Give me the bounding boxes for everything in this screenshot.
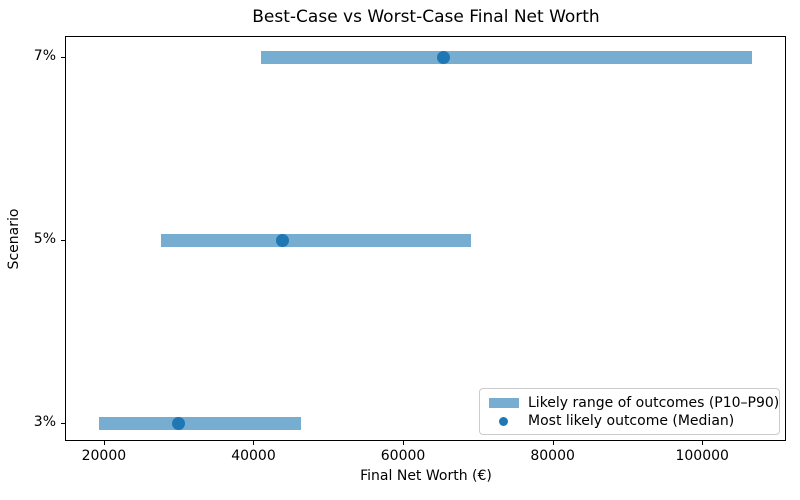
range-bar-7% [260, 50, 753, 64]
median-dot-7% [436, 50, 450, 64]
y-tick-mark [61, 240, 65, 241]
x-tick-mark [552, 441, 554, 445]
range-bar-glyph [489, 398, 519, 408]
y-tick-label: 5% [33, 231, 56, 247]
chart-title: Best-Case vs Worst-Case Final Net Worth [252, 7, 600, 27]
x-axis-label: Final Net Worth (€) [360, 468, 492, 484]
x-tick-label: 80000 [530, 448, 575, 464]
median-dot-3% [172, 416, 186, 430]
x-tick-mark [103, 441, 105, 445]
median-dot-5% [276, 233, 290, 247]
y-tick-label: 7% [33, 48, 56, 64]
legend-range-swatch-icon [489, 398, 519, 408]
x-tick-mark [253, 441, 255, 445]
legend-item-label: Likely range of outcomes (P10–P90) [528, 395, 780, 411]
legend-median-dot-icon [489, 416, 519, 426]
y-tick-label: 3% [33, 414, 56, 430]
legend: Likely range of outcomes (P10–P90) Most l… [479, 388, 780, 435]
x-tick-label: 40000 [231, 448, 276, 464]
legend-item: Likely range of outcomes (P10–P90) [489, 394, 779, 412]
y-tick-mark [61, 423, 65, 424]
y-tick-mark [61, 57, 65, 58]
range-bar-5% [161, 233, 472, 247]
range-bar-3% [99, 416, 302, 430]
x-tick-label: 60000 [380, 448, 426, 464]
x-tick-label: 20000 [81, 448, 127, 464]
legend-item: Most likely outcome (Median) [489, 412, 771, 430]
legend-item-label: Most likely outcome (Median) [528, 413, 735, 429]
x-tick-label: 100000 [675, 448, 729, 464]
x-tick-mark [403, 441, 405, 445]
dot-glyph [499, 416, 508, 426]
x-tick-mark [702, 441, 704, 445]
